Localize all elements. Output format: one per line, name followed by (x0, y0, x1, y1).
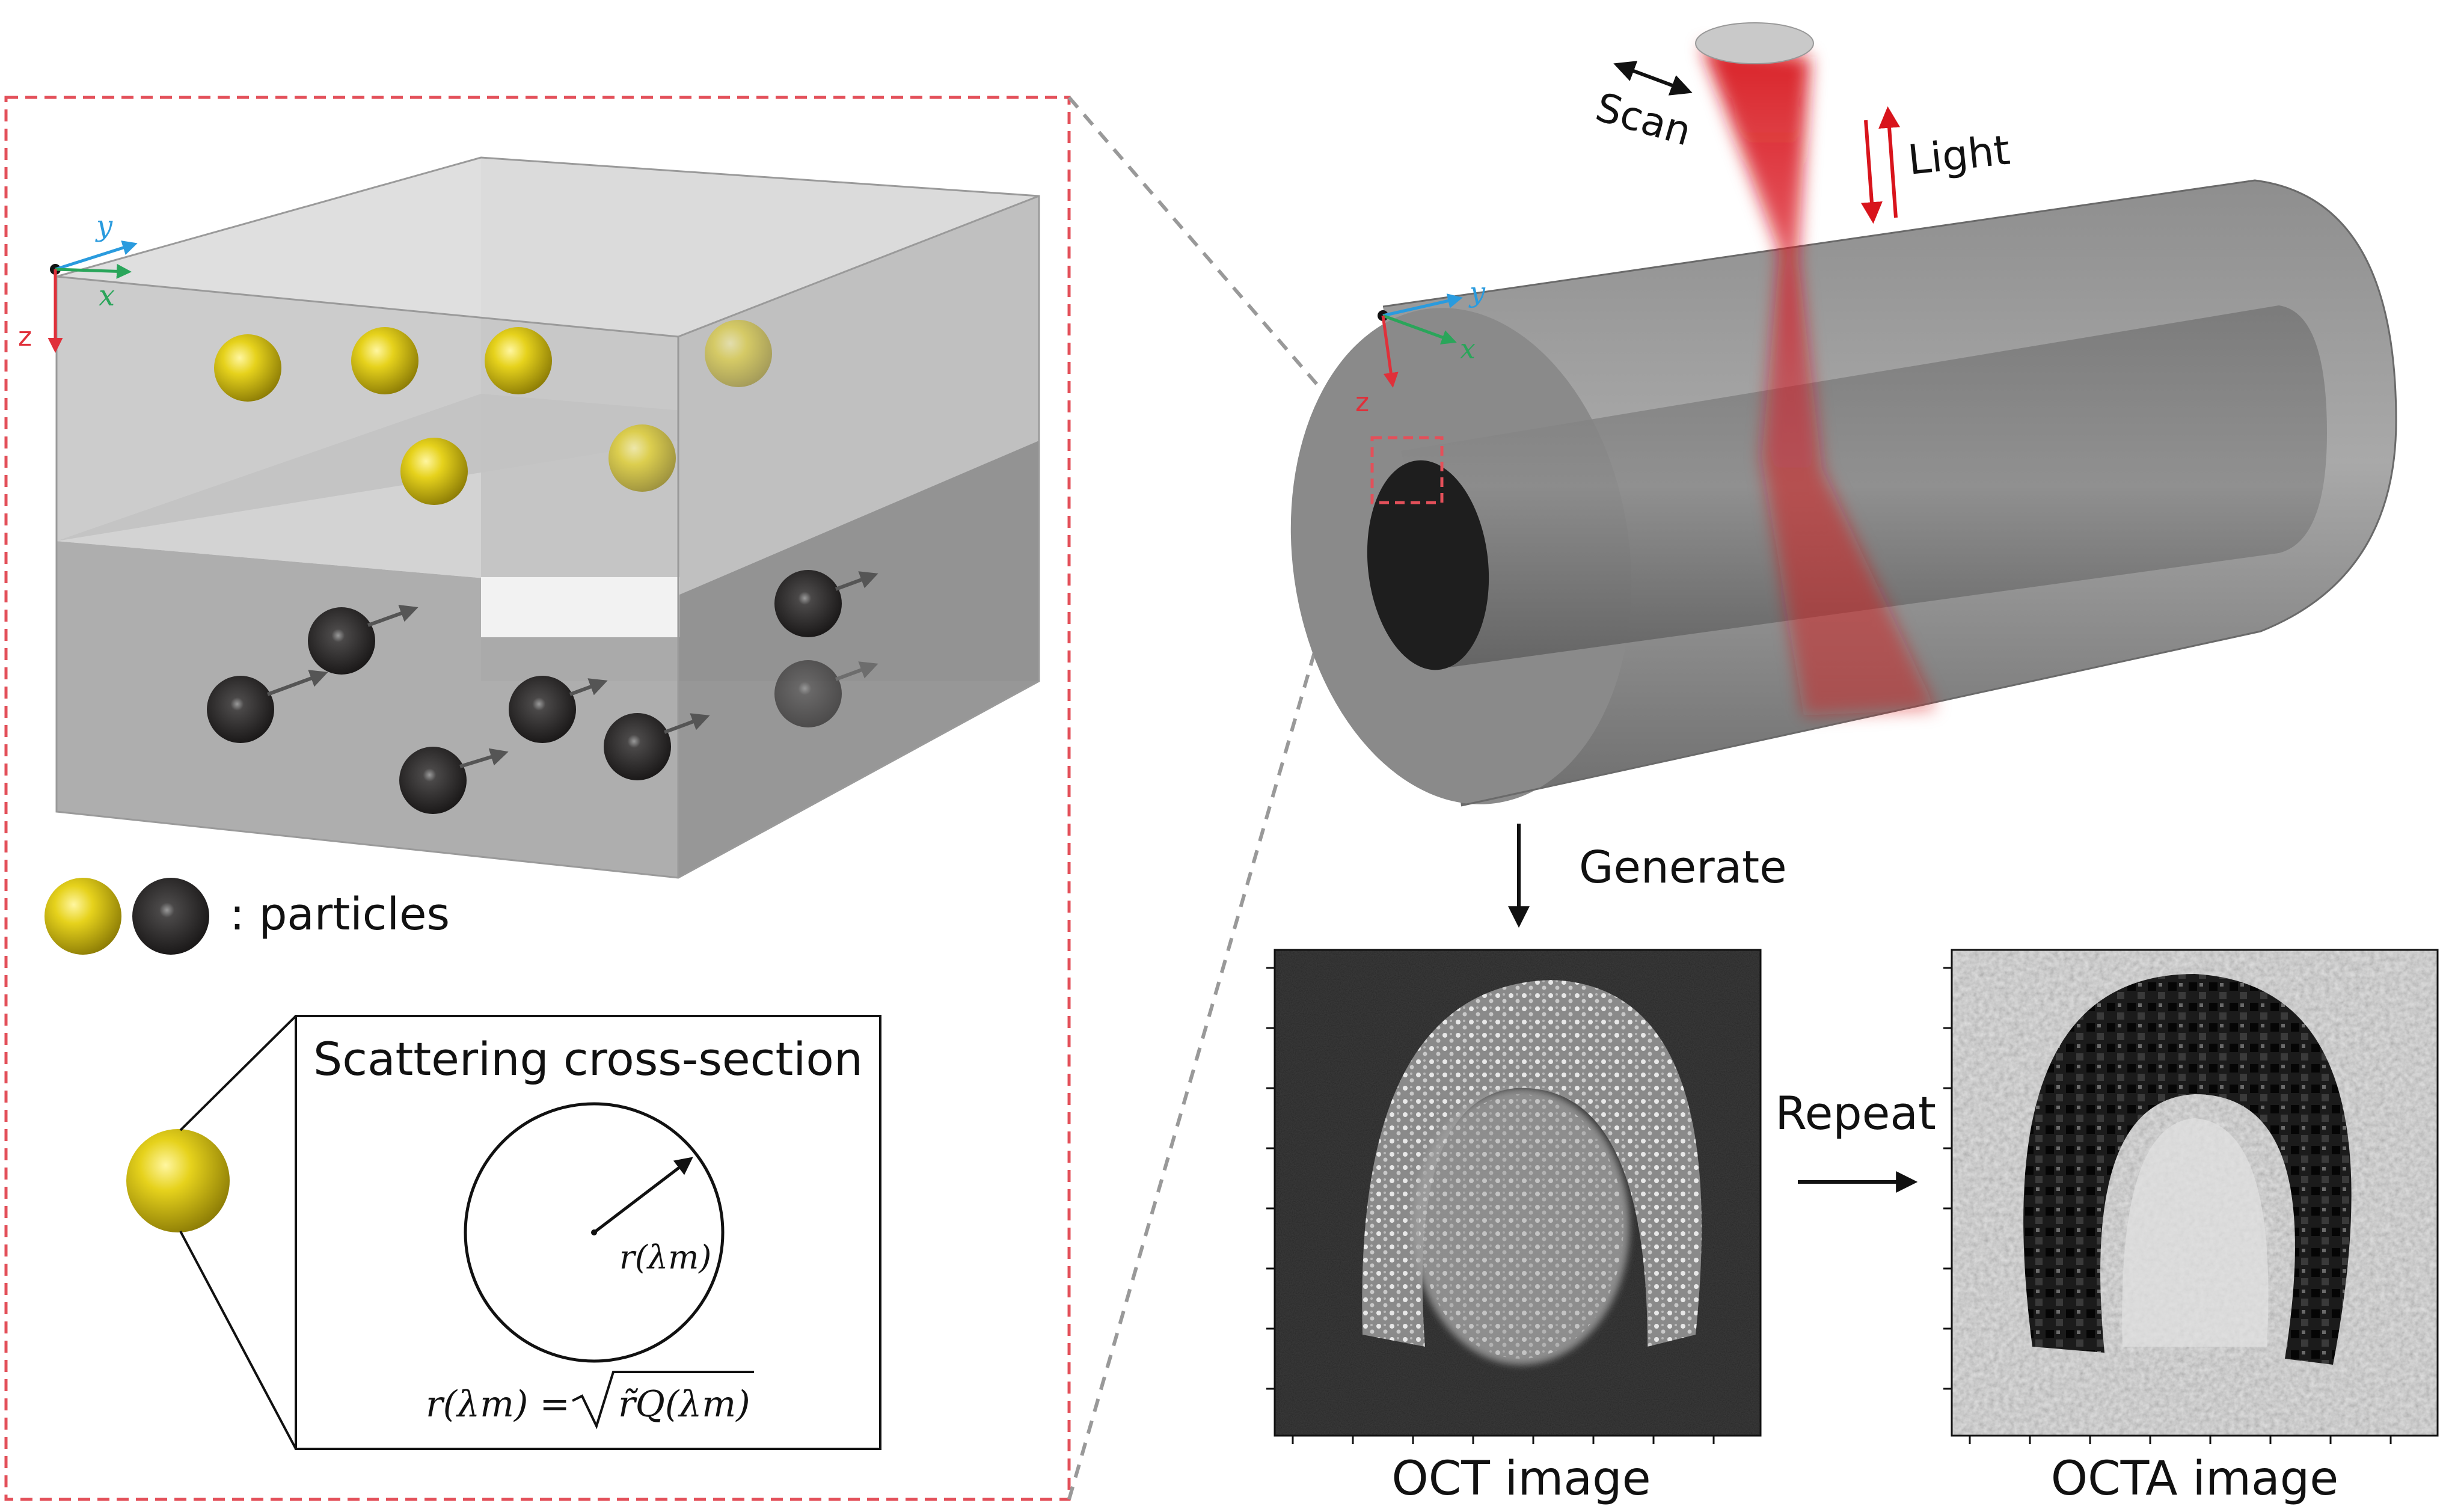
particle-moving (399, 747, 509, 814)
particle-moving (308, 604, 418, 675)
radius-label: r(λm) (619, 1238, 711, 1276)
moving-particles (207, 570, 878, 814)
scattering-inset: Scattering cross-section r(λm) r(λm) = r… (126, 1015, 881, 1450)
formula-lhs: r(λm) = (426, 1383, 570, 1425)
tissue-block (55, 156, 1040, 879)
cylinder-axes: y x z (1355, 276, 1486, 418)
light-label: Light (1906, 127, 2012, 185)
particle-static (351, 327, 418, 394)
inset-particle (126, 1129, 230, 1232)
light-indicator: Light (1860, 106, 2012, 224)
particles-legend: : particles (44, 878, 450, 955)
scan-arrow (1613, 61, 1693, 96)
particle-moving (207, 670, 328, 743)
axis-y-label: y (95, 209, 113, 243)
axis-x-label: x (1460, 332, 1476, 365)
axis-y-label: y (1468, 276, 1486, 308)
scattering-title: Scattering cross-section (313, 1032, 863, 1086)
oct-ticks (1266, 967, 1715, 1444)
light-arrow-down (1860, 120, 1883, 224)
block-axes: y x z (18, 209, 138, 353)
zoom-frame (4, 96, 1071, 1501)
particle-moving (509, 676, 608, 743)
laser-beam (1695, 22, 1936, 715)
octa-ticks (1943, 967, 2392, 1444)
static-particles (214, 320, 772, 505)
scan-label: Scan (1591, 84, 1696, 155)
legend-particle-static (44, 878, 121, 955)
light-arrow-up (1878, 106, 1901, 218)
particle-moving (604, 713, 710, 780)
particle-moving (774, 660, 878, 727)
particle-static (485, 327, 552, 394)
inset-box (295, 1015, 881, 1450)
axis-z-label: z (18, 322, 32, 352)
particles-label: : particles (230, 889, 450, 940)
axis-z-label: z (1355, 387, 1369, 418)
zoom-marker (1370, 436, 1444, 504)
octa-caption: OCTA image (2051, 1452, 2339, 1506)
radius-arrow (593, 1157, 693, 1234)
cross-section-circle (464, 1102, 725, 1363)
particle-static (400, 438, 468, 505)
generate-label: Generate (1579, 842, 1787, 893)
formula-rhs: r̃Q(λm) (618, 1383, 750, 1425)
legend-particle-moving (132, 878, 209, 955)
oct-image: OCT image (1266, 949, 1762, 1506)
generate-step: Generate (1508, 824, 1787, 928)
scan-indicator: Scan (1591, 61, 1696, 155)
oct-caption: OCT image (1391, 1452, 1651, 1506)
particle-static (214, 334, 281, 402)
zoom-connector-top (1067, 96, 1361, 434)
inner-channel-cap (1367, 460, 1489, 670)
axis-x-label: x (99, 279, 115, 313)
particle-static (608, 424, 676, 492)
octa-image: OCTA image (1943, 949, 2439, 1506)
vessel-phantom (1290, 179, 2397, 807)
repeat-step: Repeat (1775, 1086, 1936, 1193)
repeat-label: Repeat (1775, 1086, 1936, 1140)
scan-lens (1695, 22, 1814, 64)
sqrt-symbol (572, 1371, 754, 1430)
particle-static (705, 320, 772, 387)
particle-moving (774, 570, 878, 637)
